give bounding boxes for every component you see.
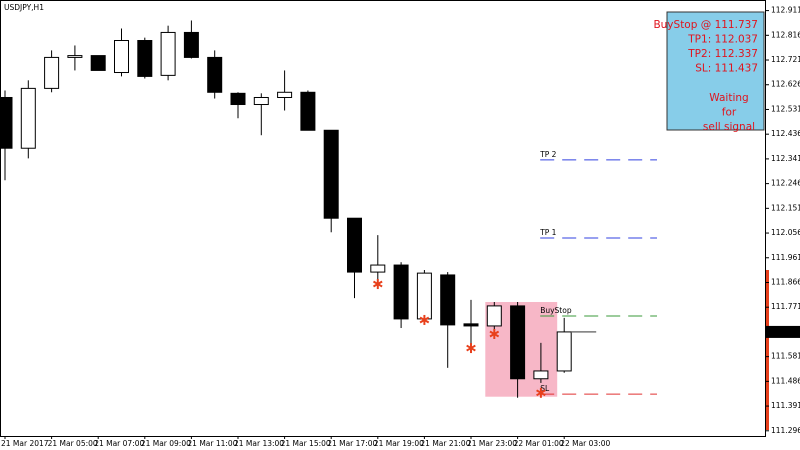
signal-stroke bbox=[489, 330, 500, 338]
signal-marker bbox=[489, 329, 500, 340]
signal-stroke bbox=[419, 316, 430, 324]
y-tick-label: 112.246 bbox=[771, 179, 800, 188]
candle-body bbox=[277, 91, 293, 98]
candle-body bbox=[207, 56, 223, 93]
signal-marker bbox=[419, 314, 430, 325]
candle-body bbox=[300, 91, 316, 131]
x-tick-label: 21 Mar 05:00 bbox=[48, 439, 98, 448]
candle-body bbox=[440, 274, 456, 326]
x-tick-label: 22 Mar 03:00 bbox=[560, 439, 610, 448]
signal-stroke bbox=[372, 280, 383, 288]
y-tick-label: 112.911 bbox=[771, 6, 800, 15]
x-tick-label: 21 Mar 19:00 bbox=[374, 439, 424, 448]
x-tick-label: 21 Mar 07:00 bbox=[94, 439, 144, 448]
candle-body bbox=[463, 323, 479, 327]
y-tick-label: 112.531 bbox=[771, 104, 800, 113]
level-label: BuyStop bbox=[540, 306, 572, 315]
level-label: TP 2 bbox=[539, 150, 556, 159]
y-tick-label: 112.436 bbox=[771, 129, 800, 138]
y-tick-label: 111.676 bbox=[771, 327, 800, 336]
level-label: SL bbox=[540, 384, 550, 393]
candle-body bbox=[510, 305, 526, 380]
x-tick-label: 21 Mar 11:00 bbox=[187, 439, 237, 448]
x-tick-label: 21 Mar 23:00 bbox=[467, 439, 517, 448]
status-line: sell signal bbox=[703, 121, 755, 133]
x-tick-label: 21 Mar 17:00 bbox=[327, 439, 377, 448]
x-tick-label: 21 Mar 13:00 bbox=[234, 439, 284, 448]
y-tick-label: 112.341 bbox=[771, 154, 800, 163]
x-tick-label: 21 Mar 2017 bbox=[1, 439, 49, 448]
candle-body bbox=[183, 31, 199, 58]
y-tick-label: 111.581 bbox=[771, 352, 800, 361]
side-bar bbox=[766, 270, 769, 430]
candle-body bbox=[0, 96, 13, 149]
y-tick-label: 112.816 bbox=[771, 30, 800, 39]
chart-title: USDJPY,H1 bbox=[4, 3, 44, 12]
candle-body bbox=[416, 272, 432, 320]
candle-body bbox=[137, 40, 153, 77]
signal-marker bbox=[372, 279, 383, 290]
x-tick-label: 21 Mar 09:00 bbox=[141, 439, 191, 448]
plot-frame bbox=[0, 0, 766, 437]
y-tick-label: 111.391 bbox=[771, 401, 800, 410]
y-tick-label: 112.056 bbox=[771, 228, 800, 237]
x-tick-label: 21 Mar 21:00 bbox=[420, 439, 470, 448]
candle-body bbox=[347, 217, 362, 273]
info-line: TP1: 112.037 bbox=[687, 34, 758, 46]
x-tick-label: 21 Mar 15:00 bbox=[281, 439, 331, 448]
candle-body bbox=[253, 96, 269, 106]
y-tick-label: 111.961 bbox=[771, 253, 800, 262]
candle-body bbox=[230, 92, 246, 106]
candle-body bbox=[67, 55, 83, 58]
y-tick-label: 111.486 bbox=[771, 376, 800, 385]
y-tick-label: 112.721 bbox=[771, 55, 800, 64]
candle-body bbox=[556, 331, 572, 372]
y-tick-label: 111.771 bbox=[771, 302, 800, 311]
info-line: TP2: 112.337 bbox=[687, 48, 758, 60]
y-tick-label: 111.296 bbox=[771, 426, 800, 435]
candle-body bbox=[393, 264, 409, 320]
x-tick-label: 22 Mar 01:00 bbox=[514, 439, 564, 448]
info-line: SL: 111.437 bbox=[695, 63, 758, 75]
info-box-bg bbox=[666, 11, 765, 131]
signal-marker bbox=[466, 343, 476, 354]
level-label: TP 1 bbox=[539, 228, 556, 237]
status-line: for bbox=[722, 107, 737, 119]
signal-marker bbox=[536, 387, 546, 398]
candle-body bbox=[370, 264, 386, 273]
candle-body bbox=[533, 370, 549, 380]
y-tick-label: 112.626 bbox=[771, 80, 800, 89]
candle-body bbox=[44, 56, 60, 89]
info-box: BuyStop @ 111.737 TP1: 112.037 TP2: 112.33… bbox=[653, 11, 765, 133]
signal-stroke bbox=[536, 389, 546, 397]
candle-body bbox=[114, 40, 129, 74]
candle-body bbox=[20, 87, 36, 149]
y-tick-label: 112.151 bbox=[771, 203, 800, 212]
candle-body bbox=[90, 55, 106, 71]
y-tick-label: 111.866 bbox=[771, 277, 800, 286]
status-line: Waiting bbox=[709, 92, 748, 104]
info-line: BuyStop @ 111.737 bbox=[653, 19, 758, 31]
candle-body bbox=[486, 305, 502, 327]
candle-body bbox=[323, 129, 339, 219]
bid-label-bg bbox=[766, 325, 800, 338]
signal-stroke bbox=[466, 344, 476, 352]
candle-body bbox=[160, 31, 176, 76]
